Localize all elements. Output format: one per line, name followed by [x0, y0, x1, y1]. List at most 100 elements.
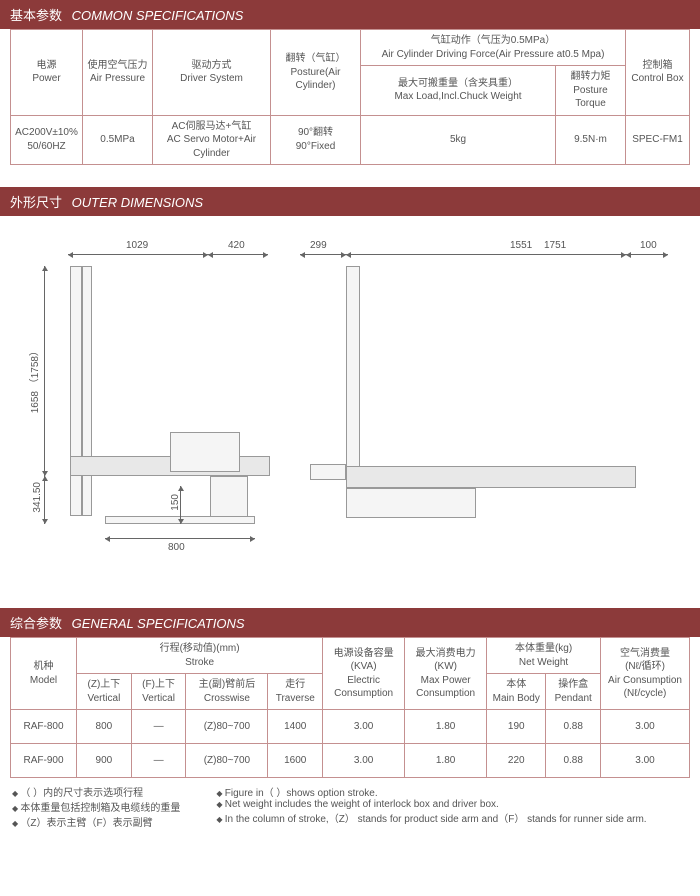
h-kva-en: Electric Consumption — [334, 675, 393, 700]
section-header-general: 综合参数 GENERAL SPECIFICATIONS — [0, 608, 700, 637]
h-torq-en: Posture Torque — [573, 85, 607, 110]
h-cw-en: Crosswise — [204, 693, 250, 704]
cell-ac: 3.00 — [601, 744, 690, 778]
h-nw-en: Net Weight — [519, 657, 568, 668]
cell-zv: 800 — [77, 710, 132, 744]
cell-ac: 3.00 — [601, 710, 690, 744]
cell-fv: — — [131, 744, 186, 778]
h-box-en: Control Box — [631, 73, 683, 84]
cell-post: 90°翻转90°Fixed — [271, 115, 361, 165]
cell-post-en: 90°Fixed — [296, 141, 336, 152]
dim-line — [105, 538, 255, 539]
dim-w6: 800 — [168, 542, 185, 553]
dim-line — [626, 254, 668, 255]
table-row: RAF-900900—(Z)80~70016003.001.802200.883… — [11, 744, 690, 778]
h-stroke-en: Stroke — [185, 657, 214, 668]
cell-torq: 9.5N·m — [556, 115, 626, 165]
cell-mb: 220 — [487, 744, 546, 778]
h-ac-u: (Nℓ/循环) — [625, 661, 665, 672]
cell-tr: 1600 — [268, 744, 323, 778]
mech-part — [346, 266, 360, 486]
general-spec-table: 机种Model 行程(移动值)(mm)Stroke 电源设备容量(KVA)Ele… — [10, 637, 690, 778]
cell-load: 5kg — [361, 115, 556, 165]
cell-air: 0.5MPa — [83, 115, 153, 165]
h-mb-cn: 本体 — [506, 679, 526, 690]
dimension-diagram: 1029 420 299 1551 1751 100 1658 （1758） 3… — [10, 226, 690, 576]
note-r2: Net weight includes the weight of interl… — [216, 799, 646, 810]
h-model-cn: 机种 — [34, 661, 54, 672]
h-nw-cn: 本体重量(kg) — [515, 643, 572, 654]
note-l1: （ ）内的尺寸表示选项行程 — [12, 784, 180, 799]
dim-w1: 1029 — [126, 240, 148, 251]
h-cyl-en: Air Cylinder Driving Force(Air Pressure … — [382, 49, 605, 60]
h-pd-en: Pendant — [555, 693, 592, 704]
mech-part — [170, 432, 240, 472]
cell-kw: 1.80 — [405, 744, 487, 778]
h-zv-en: Vertical — [88, 693, 121, 704]
h-drv-en: Driver System — [180, 73, 243, 84]
dim-line — [346, 254, 626, 255]
cell-tr: 1400 — [268, 710, 323, 744]
h-post-cn: 翻转（气缸） — [286, 53, 346, 64]
cell-kva: 3.00 — [323, 710, 405, 744]
dim-h2: 341.50 — [32, 482, 43, 513]
dim-h3: 150 — [170, 494, 181, 511]
h-box-cn: 控制箱 — [643, 60, 673, 71]
section-header-dimensions: 外形尺寸 OUTER DIMENSIONS — [0, 187, 700, 216]
section-title-en: GENERAL SPECIFICATIONS — [72, 616, 245, 631]
dim-w3: 299 — [310, 240, 327, 251]
h-air-cn: 使用空气压力 — [88, 60, 148, 71]
cell-power: AC200V±10% 50/60HZ — [11, 115, 83, 165]
cell-model: RAF-800 — [11, 710, 77, 744]
note-l3: （Z）表示主臂（F）表示副臂 — [12, 814, 180, 829]
cell-pd: 0.88 — [546, 710, 601, 744]
note-r1: Figure in（ ）shows option stroke. — [216, 784, 646, 799]
h-ac-en: Air Consumption (Nℓ/cycle) — [608, 675, 682, 700]
mech-part — [346, 488, 476, 518]
cell-drv-cn: AC伺服马达+气缸 — [172, 121, 252, 132]
h-load-cn: 最大可搬重量（含夹具重） — [398, 78, 518, 89]
cell-pd: 0.88 — [546, 744, 601, 778]
dim-w5: 100 — [640, 240, 657, 251]
h-power-cn: 电源 — [37, 60, 57, 71]
h-kva-u: (KVA) — [351, 661, 377, 672]
table-row: RAF-800800—(Z)80~70014003.001.801900.883… — [11, 710, 690, 744]
h-kva-cn: 电源设备容量 — [334, 648, 394, 659]
section-title-cn: 基本参数 — [10, 8, 62, 23]
footnotes: （ ）内的尺寸表示选项行程 本体重量包括控制箱及电缆线的重量 （Z）表示主臂（F… — [12, 784, 688, 829]
dim-h1: 1658 （1758） — [28, 346, 43, 413]
h-zv-cn: (Z)上下 — [88, 679, 121, 690]
h-model-en: Model — [30, 675, 57, 686]
cell-cw: (Z)80~700 — [186, 744, 268, 778]
dim-w2: 420 — [228, 240, 245, 251]
section-title-en: COMMON SPECIFICATIONS — [72, 8, 244, 23]
common-spec-table: 电源Power 使用空气压力Air Pressure 驱动方式Driver Sy… — [10, 29, 690, 165]
cell-box: SPEC-FM1 — [626, 115, 690, 165]
h-pd-cn: 操作盒 — [558, 679, 588, 690]
cell-drv-en: AC Servo Motor+Air Cylinder — [167, 134, 256, 159]
section-title-cn: 外形尺寸 — [10, 195, 62, 210]
mech-part — [346, 466, 636, 488]
cell-kva: 3.00 — [323, 744, 405, 778]
h-power-en: Power — [32, 73, 60, 84]
cell-model: RAF-900 — [11, 744, 77, 778]
h-cyl-cn: 气缸动作（气压为0.5MPa） — [431, 35, 555, 46]
h-torq-cn: 翻转力矩 — [571, 71, 611, 82]
note-l2: 本体重量包括控制箱及电缆线的重量 — [12, 799, 180, 814]
cell-fv: — — [131, 710, 186, 744]
h-post-en: Posture(Air Cylinder) — [290, 67, 340, 92]
dim-line — [300, 254, 346, 255]
h-kw-u: (KW) — [434, 661, 457, 672]
section-title-cn: 综合参数 — [10, 616, 62, 631]
cell-cw: (Z)80~700 — [186, 710, 268, 744]
h-load-en: Max Load,Incl.Chuck Weight — [394, 91, 521, 102]
h-drv-cn: 驱动方式 — [192, 60, 232, 71]
dim-w4b: 1751 — [544, 240, 566, 251]
cell-drv: AC伺服马达+气缸 AC Servo Motor+Air Cylinder — [153, 115, 271, 165]
dim-line — [68, 254, 208, 255]
h-kw-en: Max Power Consumption — [416, 675, 475, 700]
cell-kw: 1.80 — [405, 710, 487, 744]
section-header-common: 基本参数 COMMON SPECIFICATIONS — [0, 0, 700, 29]
h-cw-cn: 主(副)臂前后 — [199, 679, 256, 690]
h-mb-en: Main Body — [493, 693, 540, 704]
